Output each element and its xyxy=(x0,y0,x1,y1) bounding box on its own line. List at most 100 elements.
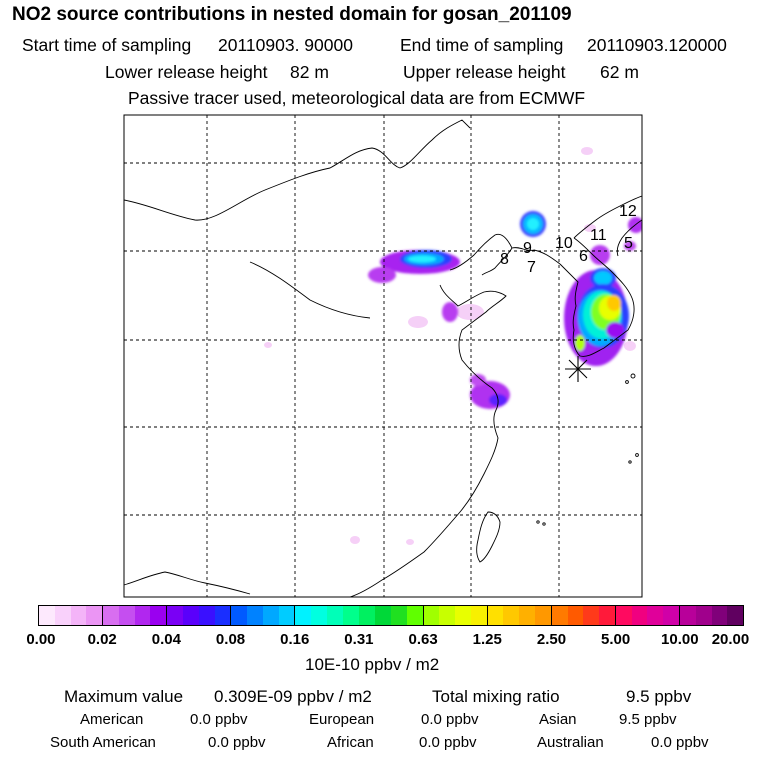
colorbar-swatch xyxy=(551,606,568,625)
colorbar-tick-label: 0.16 xyxy=(280,631,310,648)
region-label-7: 7 xyxy=(527,259,536,276)
colorbar-swatch xyxy=(375,606,392,625)
colorbar-segment xyxy=(487,606,552,625)
colorbar-swatch xyxy=(439,606,456,625)
colorbar-swatch xyxy=(695,606,712,625)
american-label: American xyxy=(80,711,144,728)
region-label-5: 5 xyxy=(624,235,633,252)
colorbar-segment xyxy=(103,606,168,625)
region-label-6: 6 xyxy=(579,248,588,265)
plume-northeast-spot xyxy=(520,211,546,237)
asterisk-marker xyxy=(565,356,591,382)
colorbar-swatch xyxy=(342,606,359,625)
colorbar-swatch xyxy=(262,606,279,625)
colorbar-swatch xyxy=(406,606,423,625)
colorbar-units: 10E-10 ppbv / m2 xyxy=(305,655,440,674)
colorbar-tick-label: 1.25 xyxy=(472,631,502,648)
colorbar-swatch xyxy=(182,606,199,625)
colorbar-swatch xyxy=(615,606,632,625)
colorbar-swatch xyxy=(150,606,167,625)
australian-label: Australian xyxy=(537,734,604,751)
colorbar-swatch xyxy=(326,606,343,625)
colorbar-swatch xyxy=(679,606,696,625)
colorbar-segment xyxy=(423,606,488,625)
asian-label: Asian xyxy=(539,711,577,728)
colorbar-swatch xyxy=(311,606,327,625)
colorbar-swatch xyxy=(423,606,440,625)
colorbar-swatch xyxy=(247,606,263,625)
american-value: 0.0 ppbv xyxy=(190,711,248,728)
upper-height-value: 62 m xyxy=(600,62,639,82)
colorbar-swatch xyxy=(231,606,248,625)
colorbar-segment xyxy=(615,606,680,625)
colorbar-swatch xyxy=(567,606,584,625)
total-mixing-label: Total mixing ratio xyxy=(432,687,560,706)
colorbar-tick-label: 0.31 xyxy=(344,631,374,648)
australian-value: 0.0 ppbv xyxy=(651,734,709,751)
plume-north-china xyxy=(368,250,460,283)
tracer-note: Passive tracer used, meteorological data… xyxy=(128,88,586,108)
colorbar-tick-label: 0.08 xyxy=(215,631,246,648)
colorbar-tick-label: 2.50 xyxy=(536,631,567,648)
start-time-label: Start time of sampling xyxy=(22,35,192,55)
map-frame xyxy=(123,114,643,598)
page-title: NO2 source contributions in nested domai… xyxy=(12,4,572,25)
colorbar-segment xyxy=(551,606,616,625)
start-time-value: 20110903. 90000 xyxy=(218,35,353,55)
asian-value: 9.5 ppbv xyxy=(619,711,677,728)
colorbar-swatch xyxy=(711,606,728,625)
total-mixing-value: 9.5 ppbv xyxy=(626,687,692,706)
south-american-value: 0.0 ppbv xyxy=(208,734,266,751)
colorbar-segment xyxy=(231,606,296,625)
colorbar-swatch xyxy=(391,606,407,625)
colorbar-swatch xyxy=(487,606,504,625)
colorbar-tick-label: 10.00 xyxy=(661,631,699,648)
colorbar-swatch xyxy=(214,606,231,625)
colorbar-swatch xyxy=(455,606,471,625)
colorbar xyxy=(38,605,744,626)
end-time-label: End time of sampling xyxy=(400,35,564,55)
colorbar-swatch xyxy=(86,606,103,625)
plume-korea xyxy=(564,245,629,366)
colorbar-swatch xyxy=(519,606,535,625)
colorbar-swatch xyxy=(103,606,119,625)
colorbar-swatch xyxy=(39,606,55,625)
south-american-label: South American xyxy=(50,734,156,751)
colorbar-swatch xyxy=(647,606,664,625)
grid-lines xyxy=(124,115,642,597)
colorbar-swatch xyxy=(118,606,135,625)
colorbar-swatch xyxy=(295,606,312,625)
african-label: African xyxy=(327,734,374,751)
european-label: European xyxy=(309,711,375,728)
colorbar-swatch xyxy=(70,606,87,625)
lower-height-value: 82 m xyxy=(290,62,329,82)
plume-shandong xyxy=(442,302,458,322)
colorbar-tick-label: 0.04 xyxy=(151,631,181,648)
coastlines xyxy=(124,119,642,597)
plume-japan xyxy=(624,217,642,251)
upper-height-label: Upper release height xyxy=(403,62,566,82)
colorbar-segment xyxy=(39,606,104,625)
region-label-12: 12 xyxy=(619,203,637,220)
end-time-value: 20110903.120000 xyxy=(587,35,727,55)
colorbar-segment xyxy=(167,606,232,625)
colorbar-segment xyxy=(359,606,424,625)
max-value-label: Maximum value xyxy=(64,687,184,706)
region-label-10: 10 xyxy=(555,235,573,252)
european-value: 0.0 ppbv xyxy=(421,711,479,728)
colorbar-swatch xyxy=(599,606,615,625)
colorbar-tick-label: 0.63 xyxy=(408,631,438,648)
plume-shanghai xyxy=(470,374,510,409)
colorbar-swatch xyxy=(470,606,487,625)
african-value: 0.0 ppbv xyxy=(419,734,477,751)
colorbar-swatch xyxy=(663,606,679,625)
colorbar-segment xyxy=(679,606,744,625)
map-panel: 12 11 10 9 8 7 6 5 xyxy=(123,114,643,598)
colorbar-segment xyxy=(295,606,360,625)
colorbar-swatch xyxy=(631,606,648,625)
colorbar-swatch xyxy=(583,606,600,625)
colorbar-tick-label: 5.00 xyxy=(601,631,631,648)
lower-height-label: Lower release height xyxy=(105,62,268,82)
colorbar-swatch xyxy=(535,606,551,625)
haze-spots xyxy=(264,147,636,545)
